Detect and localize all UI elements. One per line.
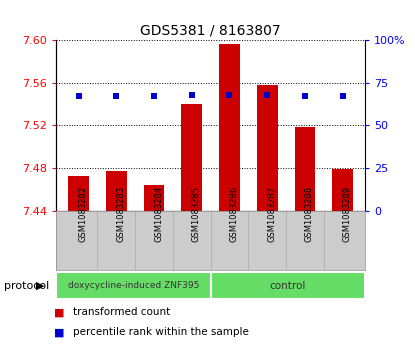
Text: ■: ■ bbox=[54, 327, 64, 337]
Point bbox=[151, 93, 157, 99]
Text: ■: ■ bbox=[54, 307, 64, 317]
Point bbox=[113, 93, 120, 99]
Point bbox=[188, 91, 195, 97]
Text: GSM1083283: GSM1083283 bbox=[116, 185, 125, 242]
Bar bbox=[295, 127, 315, 211]
Bar bbox=[332, 169, 353, 211]
Bar bbox=[210, 272, 365, 299]
Text: GSM1083289: GSM1083289 bbox=[342, 185, 352, 242]
Point bbox=[264, 91, 271, 97]
Point bbox=[339, 93, 346, 99]
Text: ▶: ▶ bbox=[36, 281, 44, 291]
Text: protocol: protocol bbox=[4, 281, 49, 291]
Bar bbox=[219, 44, 240, 211]
Text: transformed count: transformed count bbox=[73, 307, 170, 317]
Text: GSM1083288: GSM1083288 bbox=[305, 185, 314, 242]
Point bbox=[226, 91, 233, 97]
Bar bbox=[144, 185, 164, 211]
Bar bbox=[68, 176, 89, 211]
Text: GSM1083286: GSM1083286 bbox=[229, 185, 239, 242]
Bar bbox=[181, 104, 202, 211]
Title: GDS5381 / 8163807: GDS5381 / 8163807 bbox=[140, 23, 281, 37]
Point bbox=[302, 93, 308, 99]
Point bbox=[76, 93, 82, 99]
Text: percentile rank within the sample: percentile rank within the sample bbox=[73, 327, 249, 337]
Bar bbox=[56, 272, 210, 299]
Text: GSM1083284: GSM1083284 bbox=[154, 185, 163, 242]
Bar bbox=[257, 85, 278, 211]
Text: GSM1083282: GSM1083282 bbox=[79, 185, 88, 242]
Text: GSM1083287: GSM1083287 bbox=[267, 185, 276, 242]
Text: GSM1083285: GSM1083285 bbox=[192, 185, 201, 242]
Bar bbox=[106, 171, 127, 211]
Text: doxycycline-induced ZNF395: doxycycline-induced ZNF395 bbox=[68, 281, 199, 290]
Text: control: control bbox=[270, 281, 306, 291]
